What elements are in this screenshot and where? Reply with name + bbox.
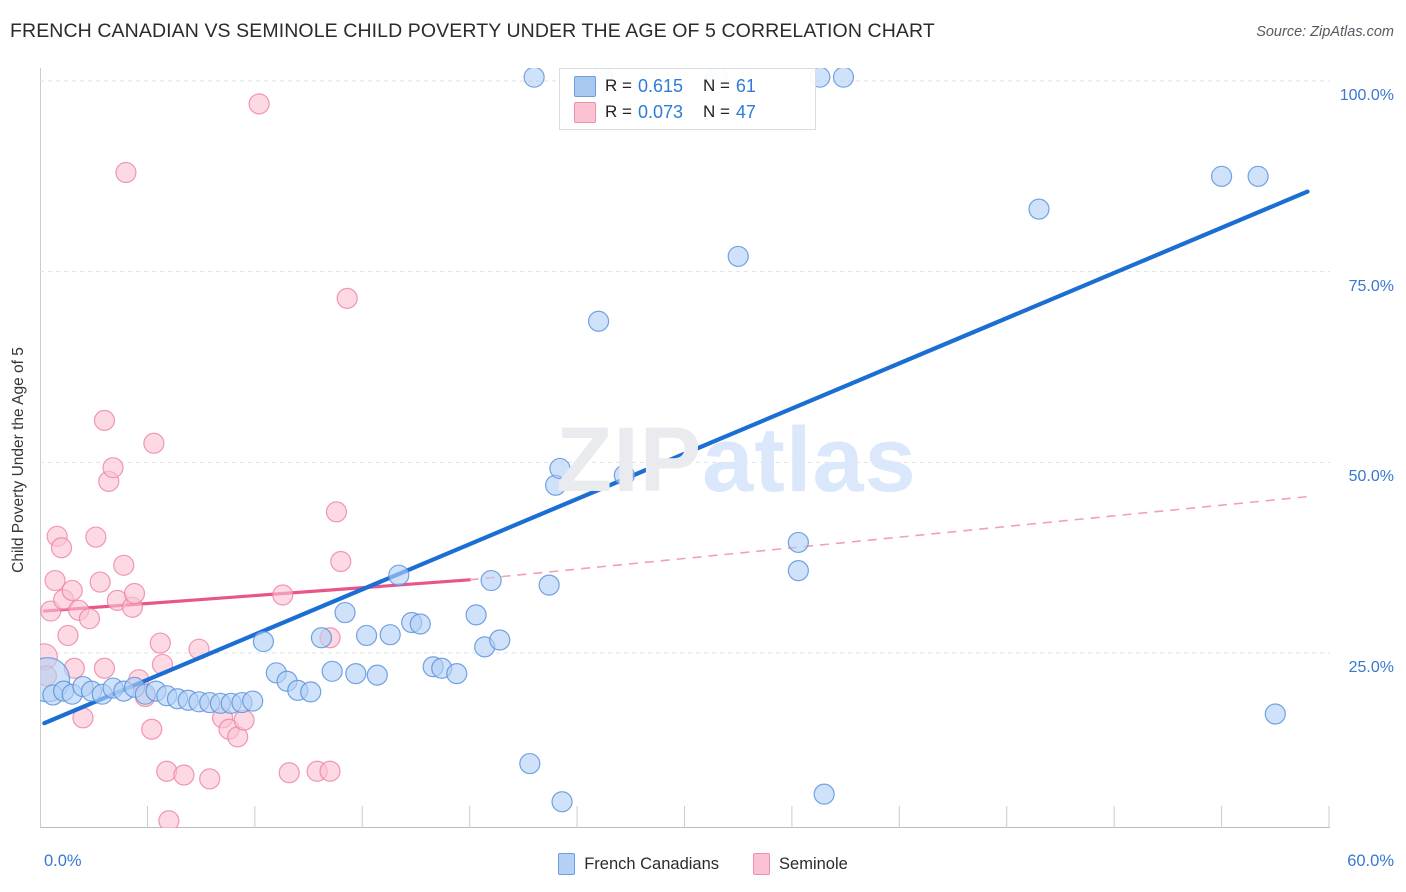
r-value-blue: 0.615	[637, 75, 683, 96]
stats-row-seminole: R = 0.073 N = 47	[574, 99, 756, 125]
n-value-blue: 61	[735, 75, 756, 96]
source-label: Source: ZipAtlas.com	[1256, 24, 1394, 40]
n-value-pink: 47	[735, 101, 756, 122]
legend-item-french-canadians[interactable]: French Canadians	[558, 853, 719, 875]
pink-swatch-icon	[574, 101, 596, 123]
scatter-plot-svg	[40, 68, 1330, 828]
x-axis-max-label: 60.0%	[1347, 852, 1394, 870]
legend-swatch-blue-icon	[558, 853, 576, 875]
r-label-blue: R =	[605, 76, 632, 95]
x-axis-min-label: 0.0%	[44, 852, 82, 870]
legend-label-french-canadians: French Canadians	[584, 854, 720, 873]
page-title: FRENCH CANADIAN VS SEMINOLE CHILD POVERT…	[10, 20, 935, 42]
series-legend: French Canadians Seminole	[0, 846, 1406, 882]
y-axis-label-750: 75.0%	[1348, 277, 1394, 295]
plot-area	[40, 68, 1330, 828]
legend-label-seminole: Seminole	[779, 854, 848, 873]
correlation-stats-legend: R = 0.615 N = 61 R = 0.073 N = 47	[559, 68, 816, 130]
y-axis-label-250: 25.0%	[1348, 659, 1394, 676]
stats-row-french-canadians: R = 0.615 N = 61	[574, 73, 756, 99]
y-axis-label-1000: 100.0%	[1339, 87, 1394, 104]
n-label-blue: N =	[702, 76, 730, 95]
legend-swatch-pink-icon	[753, 853, 771, 875]
legend-item-seminole[interactable]: Seminole	[753, 853, 848, 875]
y-axis-label-500: 50.0%	[1348, 468, 1394, 486]
blue-swatch-icon	[574, 75, 596, 97]
r-label-pink: R =	[605, 102, 632, 121]
r-value-pink: 0.073	[637, 101, 683, 122]
n-label-pink: N =	[702, 102, 730, 121]
y-axis-title: Child Poverty Under the Age of 5	[10, 347, 27, 573]
